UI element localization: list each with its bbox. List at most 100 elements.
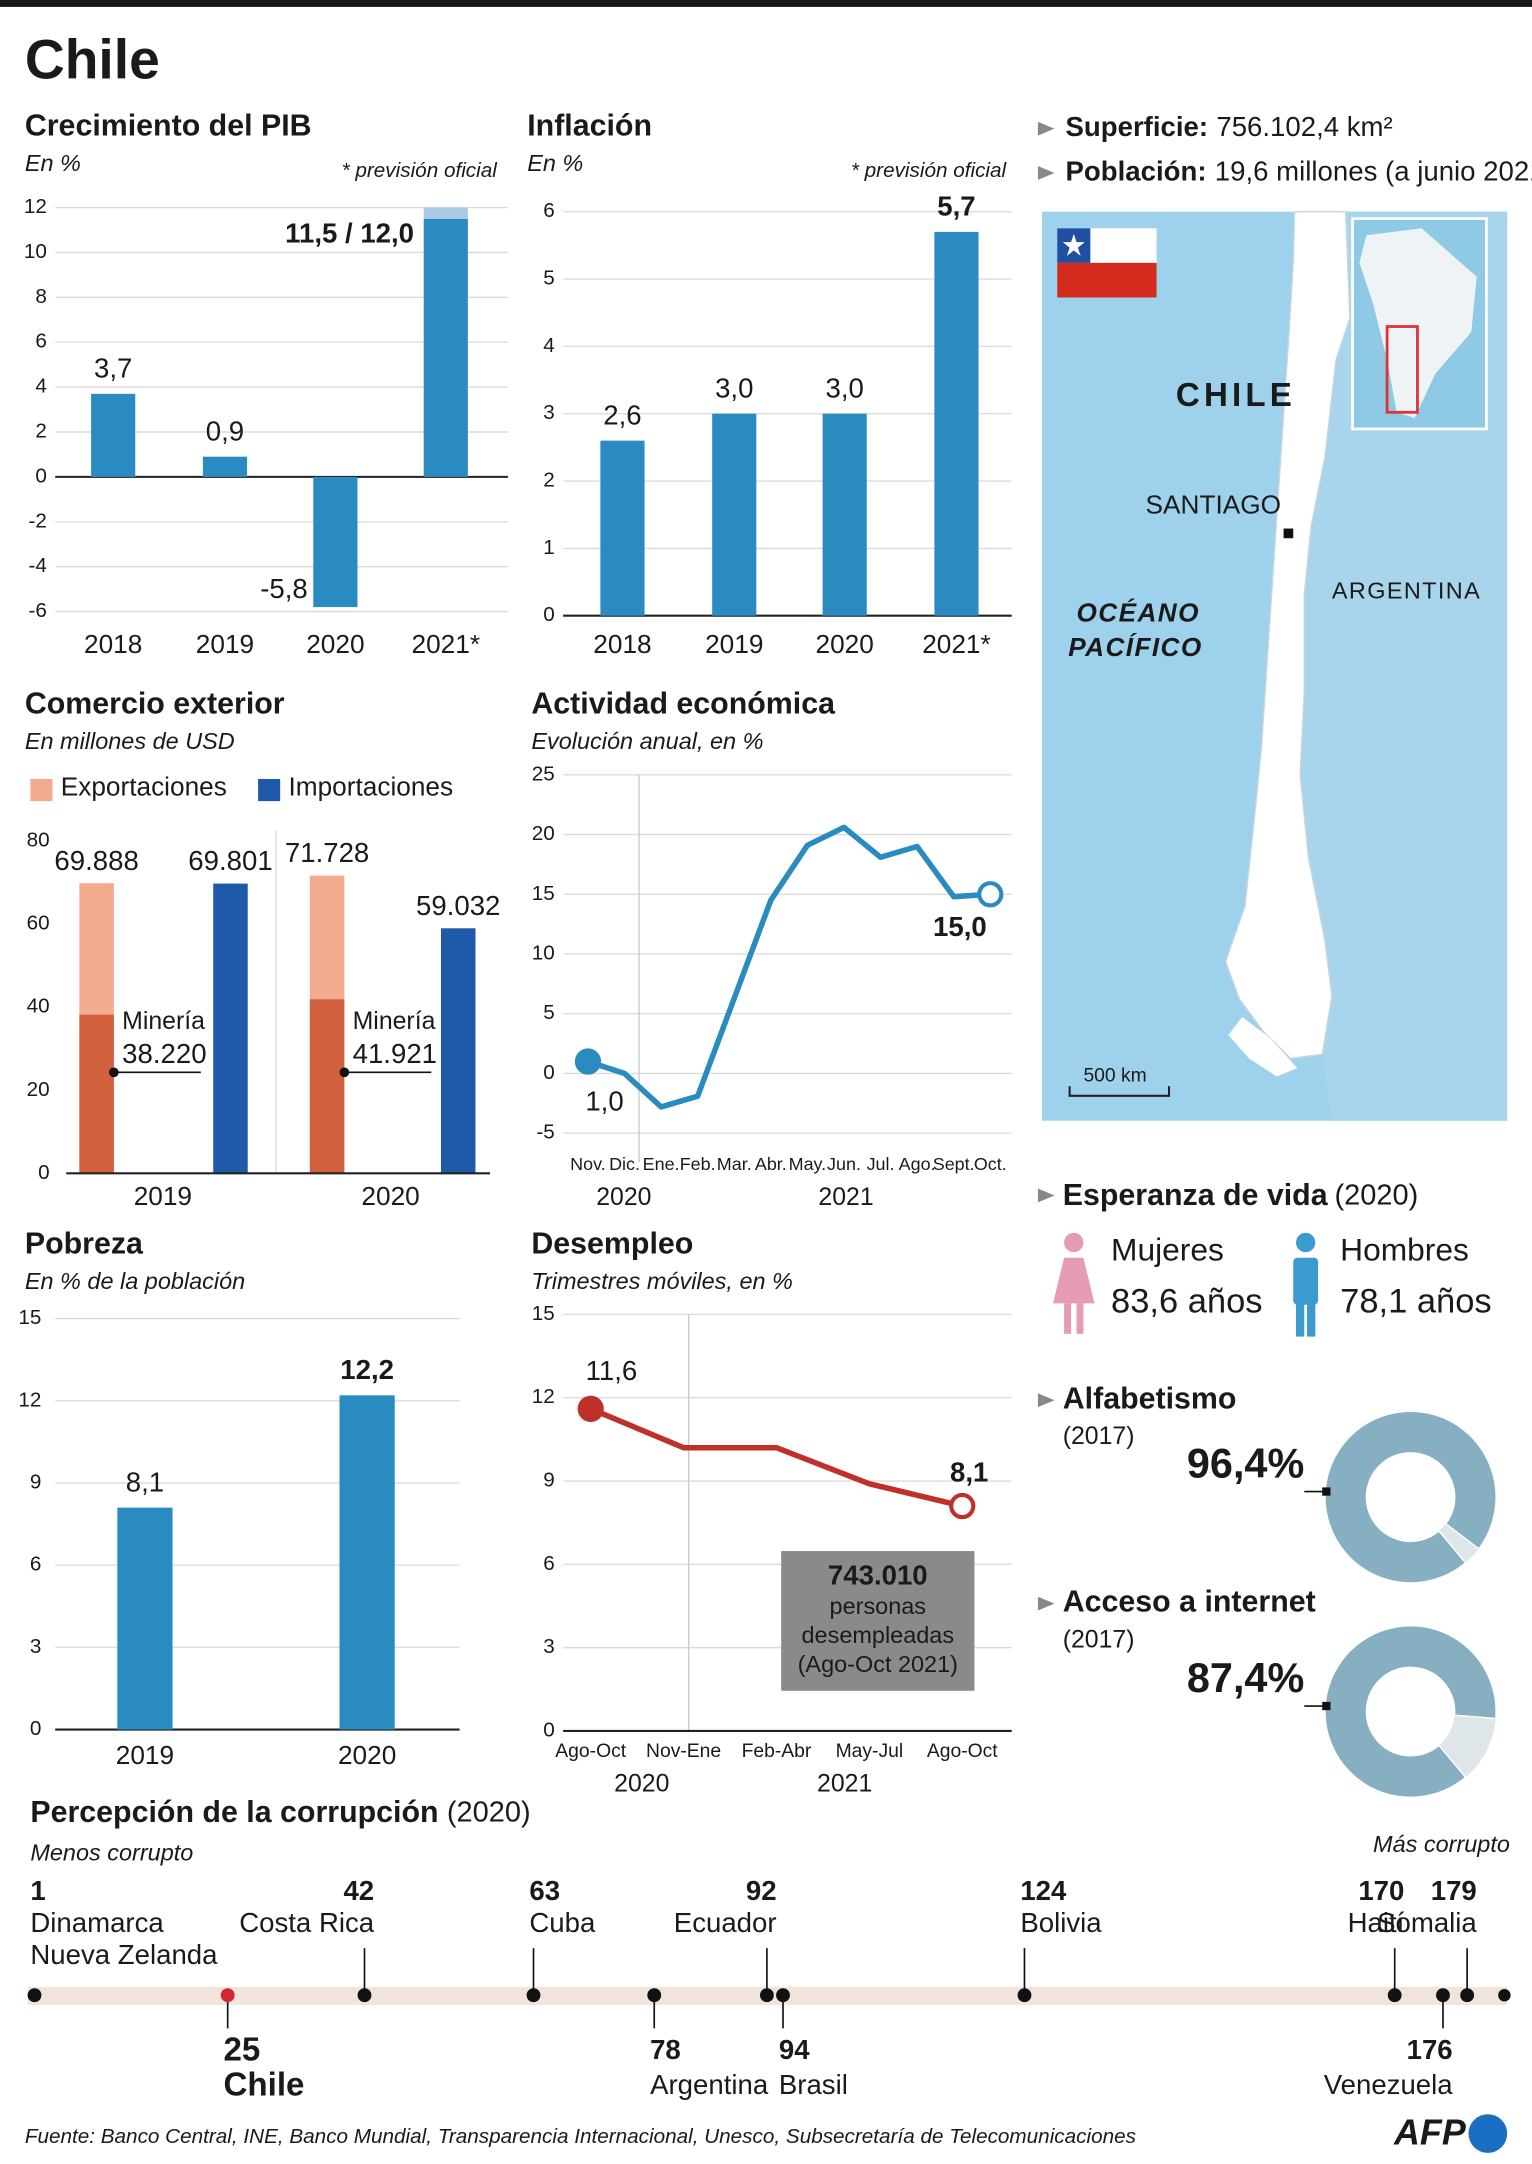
bar [313,476,358,608]
rank-number: 92 [746,1875,777,1906]
rank-number: 42 [343,1875,374,1906]
bullet [1037,1596,1055,1611]
scale-bar [1068,1086,1171,1097]
x-tick-label: Ene. [643,1154,680,1174]
annotation-box [781,1551,975,1691]
chart-note: * previsión oficial [342,159,499,182]
x-tick-label: 2020 [361,1181,419,1211]
axis-end-label: Menos corrupto [30,1839,193,1865]
bullet [1037,166,1055,180]
chart-title: Desempleo [531,1226,693,1260]
y-tick-label: 9 [30,1470,42,1493]
country-label: Ecuador [674,1907,777,1938]
value-label: 5,7 [937,191,975,222]
line [587,824,991,1110]
page-title: Chile [25,28,160,90]
y-tick-label: 3 [543,1635,555,1658]
y-tick-label: 20 [27,1078,50,1101]
fact-label: Población: [1065,155,1206,186]
bar [440,928,476,1174]
y-tick-label: 40 [27,995,50,1018]
bar [339,1395,395,1730]
y-tick-label: 10 [24,240,47,263]
rank-number: 94 [779,2034,810,2065]
value-label: 71.728 [285,837,369,868]
bar [712,413,757,616]
icon-head [1064,1232,1084,1253]
country-label: Venezuela [1324,2069,1454,2100]
rank-number: 78 [650,2034,681,2065]
icon-leg [1076,1303,1084,1334]
y-tick-label: 6 [543,1552,555,1575]
rank-dot [760,1988,774,2003]
value-label: 3,0 [825,372,863,403]
rank-dot [776,1988,790,2003]
segment-value: 41.921 [353,1038,437,1069]
chart-subtitle: En % [527,150,583,176]
y-tick-label: 1 [543,536,555,559]
chart-subtitle: (2017) [1063,1626,1135,1654]
life-label: Mujeres [1111,1232,1224,1268]
map-label: CHILE [1176,377,1296,414]
donut-slice [1324,1625,1497,1798]
rank-dot [357,1988,372,2003]
y-tick-label: 0 [30,1717,42,1740]
y-tick-label: 20 [532,822,555,845]
value-label: 11,6 [586,1355,638,1386]
rank-dot [1460,1988,1475,2003]
segment-bar [79,1014,114,1174]
rank-number: 25 [224,2032,261,2069]
icon-leg [1064,1303,1072,1334]
chart-title: Actividad económica [531,687,836,721]
y-tick-label: 15 [532,1302,555,1325]
top-bar [0,0,1532,7]
country-label: Brasil [779,2069,848,2100]
x-tick-label: May. [789,1154,827,1174]
source: Fuente: Banco Central, INE, Banco Mundia… [25,2125,1136,2148]
y-tick-label: 3 [30,1635,42,1658]
life-label: Hombres [1340,1232,1469,1268]
map [1042,211,1508,1121]
y-tick-label: 8 [35,285,47,308]
icon-head [1295,1232,1316,1253]
bullet [1037,1188,1055,1203]
map-label: SANTIAGO [1146,489,1281,519]
section-title: Esperanza de vida [1063,1178,1329,1212]
y-tick-label: 12 [24,195,47,218]
y-tick-label: 3 [543,401,555,424]
country-label: Haití [1348,1907,1405,1938]
point-marker [977,881,1004,908]
santiago-dot [1283,528,1294,539]
chart-title: Comercio exterior [25,687,285,721]
y-tick-label: -6 [29,599,47,622]
bar [213,883,248,1174]
fact-value: 756.102,4 km² [1216,111,1392,142]
value-label: 3,0 [715,372,753,403]
segment-name: Minería [122,1007,205,1035]
value-label: 1,0 [585,1085,623,1116]
country-label: Nueva Zelanda [30,1939,218,1970]
value-label: 59.032 [416,890,500,921]
donut-slice [1324,1410,1497,1584]
x-tick-label: Jun. [827,1154,861,1174]
x-tick-label: Feb. [680,1154,716,1174]
chile-land [1224,211,1351,1060]
y-tick-label: 25 [532,762,555,785]
map-label: ARGENTINA [1332,577,1481,603]
y-tick-label: -5 [536,1121,554,1144]
legend-label: Importaciones [288,772,453,802]
bar [423,218,468,477]
axis-end-label: Más corrupto [1373,1831,1510,1857]
x-tick-label: Abr. [755,1154,787,1174]
rank-number: 170 [1358,1875,1404,1906]
y-tick-label: 6 [30,1553,42,1576]
chart-title: Percepción de la corrupción [30,1795,438,1829]
bullet [1037,121,1055,136]
line [589,1406,963,1509]
x-tick-label: 2019 [705,629,763,659]
chart-subtitle: En millones de USD [25,728,235,754]
segment-bar [309,999,345,1174]
y-tick-label: 4 [543,334,555,357]
chart-subtitle: (2017) [1063,1422,1135,1450]
x-tick-label: 2019 [196,629,254,659]
